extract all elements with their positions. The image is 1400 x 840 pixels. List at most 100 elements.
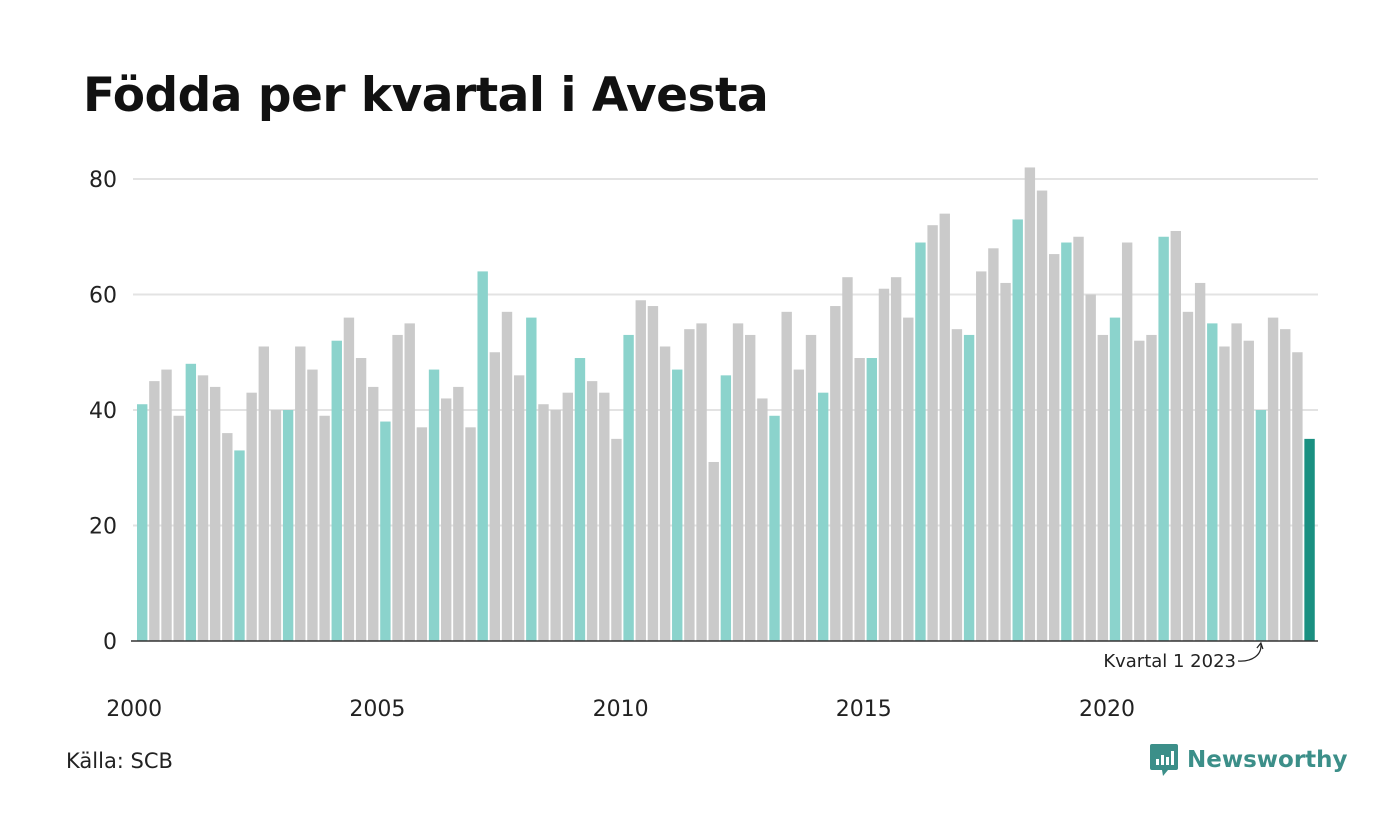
brand-name: Newsworthy	[1187, 747, 1348, 773]
bar: 2010 Q2: 59	[635, 300, 646, 641]
bar: 2018 Q3: 78	[1036, 190, 1048, 642]
bar: 2006 Q3: 44	[453, 386, 464, 641]
bar: 2013 Q2: 57	[781, 311, 792, 641]
y-tick-label: 40	[89, 399, 117, 424]
bar: 2023 Q1: 40	[1255, 410, 1267, 641]
bar: 2010 Q4: 51	[659, 346, 671, 641]
bar: 2014 Q3: 63	[842, 277, 853, 641]
bar: 2001 Q3: 44	[209, 386, 221, 641]
bar: 2024 Q1: 35	[1304, 438, 1315, 642]
bar: 2017 Q2: 64	[976, 271, 987, 641]
bar: 2011 Q1: 47	[672, 369, 683, 641]
bar: 2019 Q3: 60	[1085, 294, 1096, 641]
bar: 2016 Q4: 54	[951, 329, 963, 641]
bar: 2001 Q4: 36	[222, 433, 233, 641]
bar: 2002 Q4: 40	[270, 410, 282, 641]
bar: 2008 Q3: 40	[550, 410, 561, 641]
annotation-arrowhead	[1256, 641, 1264, 650]
bar: 2022 Q3: 55	[1231, 323, 1242, 642]
bar: 2006 Q4: 37	[465, 427, 476, 641]
bar: 2003 Q1: 40	[282, 410, 294, 641]
bar: 2009 Q2: 45	[586, 381, 598, 642]
bar: 2002 Q2: 43	[246, 392, 257, 641]
bar: 2002 Q1: 33	[234, 450, 245, 641]
bar: 2020 Q1: 56	[1109, 317, 1121, 641]
bar: 2018 Q1: 73	[1012, 219, 1023, 641]
bar: 2005 Q2: 53	[392, 334, 403, 641]
x-tick-label: 2015	[836, 697, 892, 722]
bar: 2021 Q4: 62	[1194, 282, 1206, 641]
bar: 2011 Q2: 54	[684, 329, 695, 641]
bar: 2015 Q2: 61	[878, 288, 890, 641]
bar: 2019 Q1: 69	[1061, 242, 1072, 641]
bar: 2009 Q4: 35	[611, 438, 622, 642]
chart-title: Födda per kvartal i Avesta	[83, 68, 769, 123]
bar: 2020 Q4: 53	[1146, 334, 1157, 641]
bar: 2021 Q3: 57	[1182, 311, 1194, 641]
bar: 2000 Q3: 47	[161, 369, 172, 641]
bar: 2004 Q3: 49	[355, 358, 367, 641]
bar: 2017 Q4: 62	[1000, 282, 1011, 641]
bar: 2004 Q1: 52	[331, 340, 342, 641]
bar: 2018 Q2: 82	[1024, 167, 1036, 641]
bar: 2003 Q3: 47	[307, 369, 318, 641]
bar: 2003 Q4: 39	[319, 415, 330, 641]
bar: 2014 Q2: 58	[830, 306, 841, 641]
x-tick-label: 2005	[349, 697, 405, 722]
bar: 2004 Q2: 56	[343, 317, 355, 641]
bar: 2000 Q4: 39	[173, 415, 184, 641]
brand-logo: Newsworthy	[1149, 742, 1348, 778]
bar: 2021 Q2: 71	[1170, 230, 1181, 642]
bar: 2007 Q4: 46	[513, 375, 525, 641]
y-axis-tick-labels: 0 20 40 60 80	[89, 168, 117, 655]
bar: 2021 Q1: 70	[1158, 236, 1169, 641]
bar: 2002 Q3: 51	[258, 346, 269, 641]
y-tick-label: 20	[89, 515, 117, 540]
bar: 2008 Q4: 43	[562, 392, 573, 641]
bar: 2008 Q1: 56	[526, 317, 537, 641]
y-tick-label: 0	[103, 630, 117, 655]
bar: 2012 Q2: 55	[732, 323, 744, 642]
bar: 2005 Q4: 37	[416, 427, 428, 641]
x-tick-label: 2020	[1079, 697, 1135, 722]
bar: 2005 Q1: 38	[380, 421, 391, 641]
bar: 2014 Q1: 43	[817, 392, 829, 641]
bar: 2006 Q1: 47	[428, 369, 440, 641]
source-note: Källa: SCB	[66, 749, 173, 773]
bar: 2016 Q2: 72	[927, 225, 938, 641]
bar: 2016 Q3: 74	[939, 213, 950, 641]
bar: 2019 Q4: 53	[1097, 334, 1109, 641]
bar: 2009 Q1: 49	[574, 358, 586, 641]
annotation-label: Kvartal 1 2023	[1103, 651, 1236, 672]
bar: 2012 Q1: 46	[720, 375, 732, 641]
bar: 2018 Q4: 67	[1049, 254, 1060, 641]
bar: 2011 Q3: 55	[696, 323, 707, 642]
bar: 2015 Q1: 49	[866, 358, 877, 641]
bar: 2017 Q3: 68	[988, 248, 999, 642]
bar: 2019 Q2: 70	[1073, 236, 1084, 641]
bar: 2011 Q4: 31	[708, 461, 719, 641]
bar: 2015 Q4: 56	[903, 317, 914, 641]
bar: 2004 Q4: 44	[368, 386, 379, 641]
bar: 2012 Q4: 42	[757, 398, 768, 641]
bar: 2022 Q4: 52	[1243, 340, 1254, 641]
bar: 2007 Q2: 50	[489, 352, 501, 641]
bar: 2022 Q2: 51	[1219, 346, 1230, 641]
annotation-arrow	[1237, 643, 1262, 662]
bar: 2003 Q2: 51	[295, 346, 306, 641]
bar: 2000 Q1: 41	[137, 404, 148, 641]
y-tick-label: 60	[89, 284, 117, 309]
bar: 2009 Q3: 43	[599, 392, 610, 641]
x-axis-tick-labels: 2000 2005 2010 2015 2020	[106, 697, 1135, 722]
bar: 2008 Q2: 41	[538, 404, 549, 641]
annotation: Kvartal 1 2023	[1103, 641, 1264, 672]
x-tick-label: 2010	[593, 697, 649, 722]
bar: 2023 Q2: 56	[1267, 317, 1279, 641]
bar: 2023 Q3: 54	[1280, 329, 1291, 641]
y-tick-label: 80	[89, 168, 117, 193]
bar: 2006 Q2: 42	[441, 398, 452, 641]
bar: 2022 Q1: 55	[1207, 323, 1218, 642]
bar: 2020 Q2: 69	[1121, 242, 1133, 641]
bar: 2010 Q1: 53	[623, 334, 634, 641]
